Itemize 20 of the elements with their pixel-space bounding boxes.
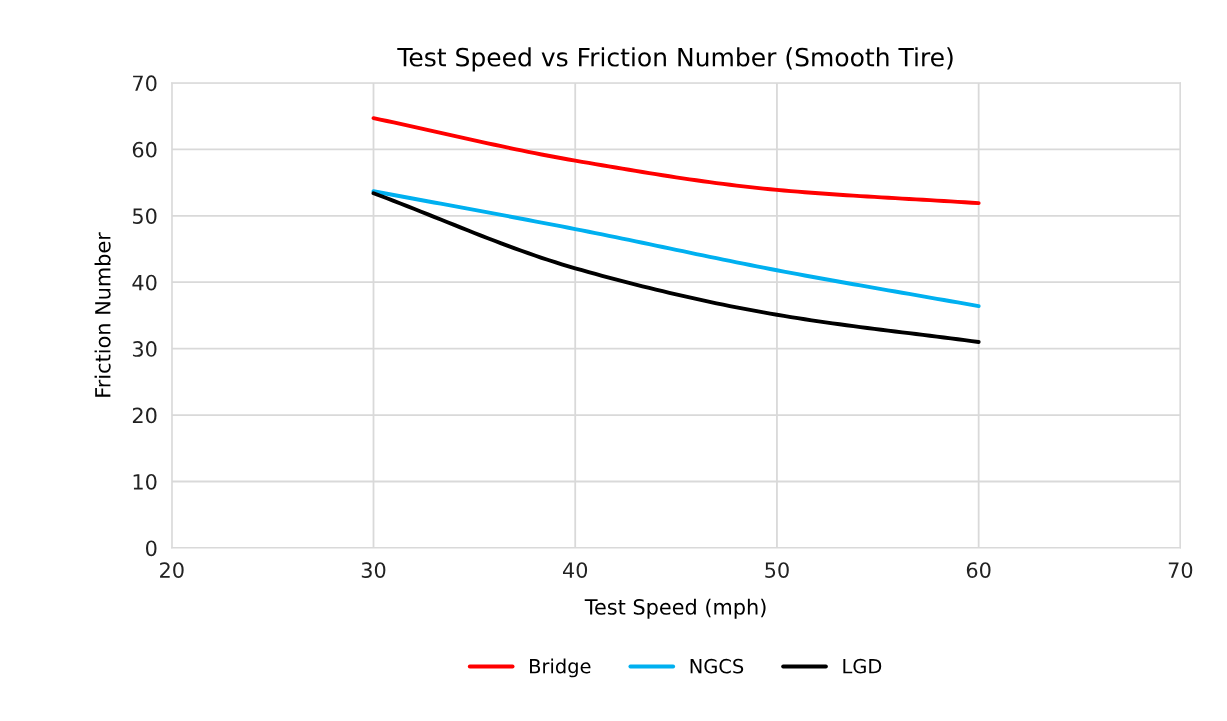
x-tick-label: 70 — [1168, 562, 1193, 578]
y-tick-label: 30 — [132, 341, 157, 357]
y-tick-label: 50 — [132, 208, 157, 224]
x-tick-label: 40 — [562, 562, 588, 578]
chart-title: Test Speed vs Friction Number (Smooth Tire) — [397, 47, 953, 72]
x-axis-title: Test Speed (mph) — [584, 598, 766, 619]
y-tick-label: 70 — [133, 75, 157, 92]
y-tick-label: 40 — [132, 274, 157, 291]
legend-label: LGD — [843, 658, 882, 674]
y-tick-label: 0 — [146, 540, 157, 557]
y-tick-label: 10 — [133, 473, 157, 490]
y-tick-label: 60 — [132, 141, 157, 158]
x-tick-label: 60 — [966, 562, 991, 578]
x-tick-label: 50 — [765, 562, 789, 578]
y-tick-label: 20 — [132, 407, 157, 424]
legend-label: NGCS — [690, 658, 744, 674]
x-tick-label: 30 — [361, 562, 386, 578]
legend-label: Bridge — [530, 658, 591, 678]
y-axis-title: Friction Number — [94, 232, 111, 397]
x-tick-label: 20 — [160, 562, 184, 578]
